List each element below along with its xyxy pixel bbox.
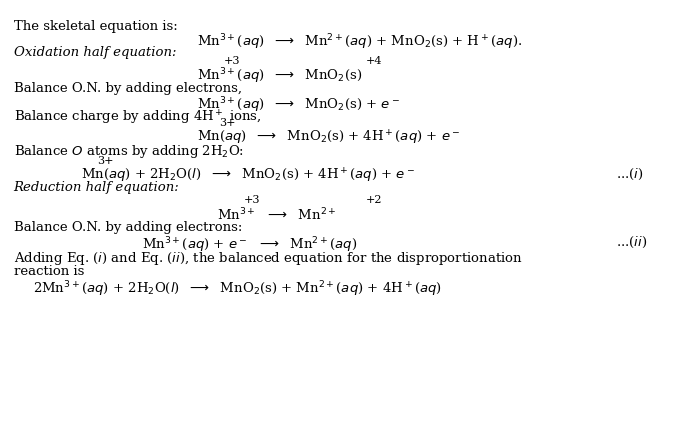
Text: Mn$^{3+}$($aq$)  $\longrightarrow$  MnO$_2$(s): Mn$^{3+}$($aq$) $\longrightarrow$ MnO$_2… <box>196 66 361 86</box>
Text: Oxidation half equation:: Oxidation half equation: <box>14 46 176 59</box>
Text: 3+: 3+ <box>97 156 113 166</box>
Text: The skeletal equation is:: The skeletal equation is: <box>14 20 178 33</box>
Text: Adding Eq. ($i$) and Eq. ($ii$), the balanced equation for the disproportionatio: Adding Eq. ($i$) and Eq. ($ii$), the bal… <box>14 250 522 267</box>
Text: Mn$^{3+}$  $\longrightarrow$  Mn$^{2+}$: Mn$^{3+}$ $\longrightarrow$ Mn$^{2+}$ <box>217 206 337 223</box>
Text: Mn$^{3+}$($aq$) + $e^-$  $\longrightarrow$  Mn$^{2+}$($aq$): Mn$^{3+}$($aq$) + $e^-$ $\longrightarrow… <box>142 235 358 255</box>
Text: Balance O.N. by adding electrons:: Balance O.N. by adding electrons: <box>14 221 242 234</box>
Text: Balance $\it{O}$ atoms by adding 2H$_2$O:: Balance $\it{O}$ atoms by adding 2H$_2$O… <box>14 143 244 160</box>
Text: Mn($aq$) + 2H$_2$O($l$)  $\longrightarrow$  MnO$_2$(s) + 4H$^+$($aq$) + $e^-$: Mn($aq$) + 2H$_2$O($l$) $\longrightarrow… <box>82 167 416 186</box>
Text: Reduction half equation:: Reduction half equation: <box>14 182 180 194</box>
Text: Mn($aq$)  $\longrightarrow$  MnO$_2$(s) + 4H$^+$($aq$) + $e^-$: Mn($aq$) $\longrightarrow$ MnO$_2$(s) + … <box>196 128 460 147</box>
Text: Mn$^{3+}$($aq$)  $\longrightarrow$  Mn$^{2+}$($aq$) + MnO$_2$(s) + H$^+$($aq$).: Mn$^{3+}$($aq$) $\longrightarrow$ Mn$^{2… <box>196 33 522 53</box>
Text: ...($i$): ...($i$) <box>616 167 644 182</box>
Text: +3: +3 <box>244 195 261 206</box>
Text: Balance charge by adding 4H$^+$ ions,: Balance charge by adding 4H$^+$ ions, <box>14 108 261 127</box>
Text: reaction is: reaction is <box>14 264 84 277</box>
Text: Balance O.N. by adding electrons,: Balance O.N. by adding electrons, <box>14 82 242 95</box>
Text: Mn$^{3+}$($aq$)  $\longrightarrow$  MnO$_2$(s) + $e^-$: Mn$^{3+}$($aq$) $\longrightarrow$ MnO$_2… <box>196 95 399 115</box>
Text: +4: +4 <box>366 56 382 66</box>
Text: ...($ii$): ...($ii$) <box>616 235 647 250</box>
Text: 3+: 3+ <box>219 118 236 128</box>
Text: +2: +2 <box>366 195 382 206</box>
Text: +3: +3 <box>224 56 240 66</box>
Text: 2Mn$^{3+}$($aq$) + 2H$_2$O($l$)  $\longrightarrow$  MnO$_2$(s) + Mn$^{2+}$($aq$): 2Mn$^{3+}$($aq$) + 2H$_2$O($l$) $\longri… <box>32 279 442 298</box>
